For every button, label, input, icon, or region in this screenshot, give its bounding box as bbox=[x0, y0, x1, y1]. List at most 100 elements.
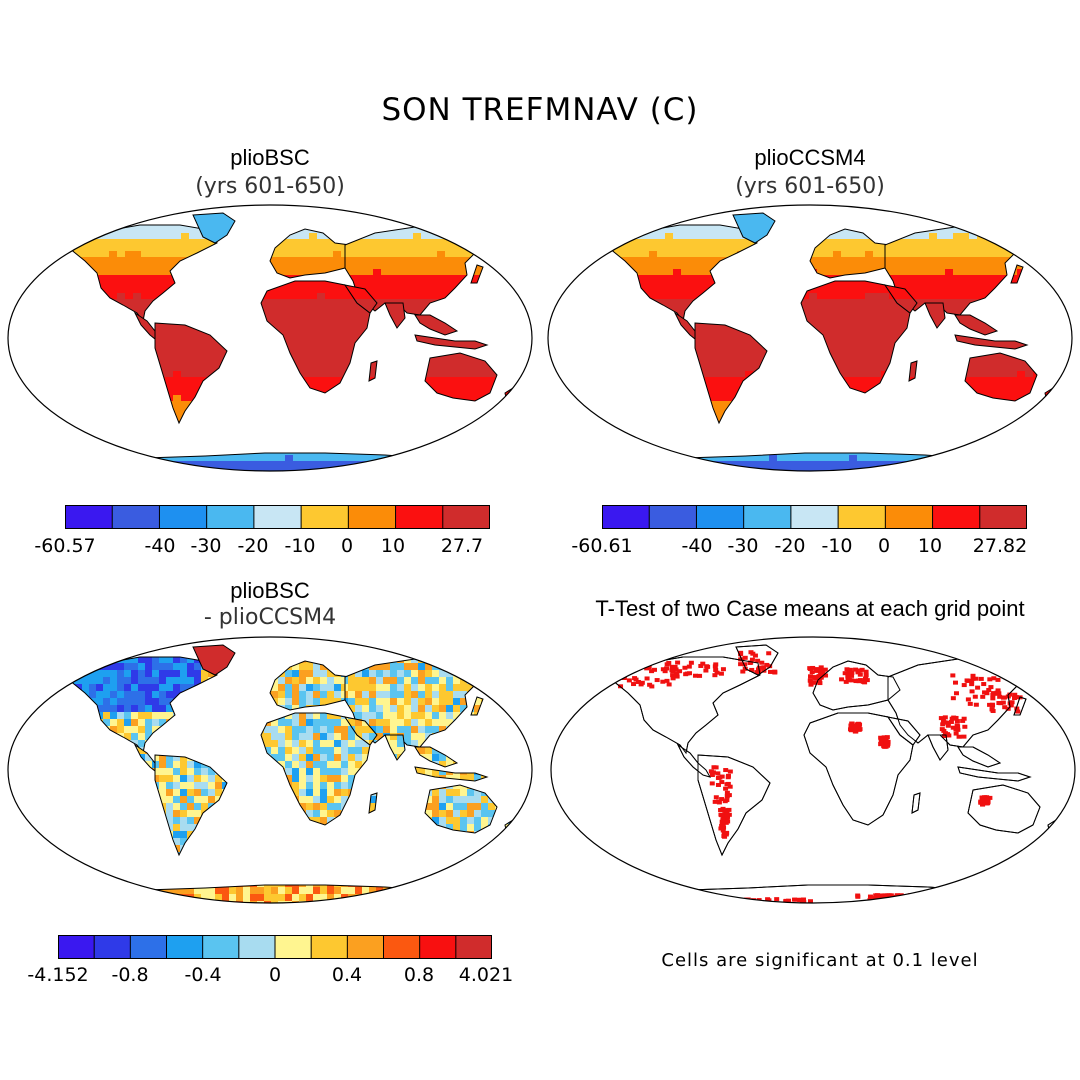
significant-cell bbox=[724, 798, 729, 802]
significant-cell bbox=[633, 666, 638, 670]
significant-cell bbox=[940, 722, 945, 726]
colorbar-pliobsc-label: -20 bbox=[237, 535, 268, 557]
significant-cell bbox=[969, 679, 974, 683]
panel-2-subtitle: (yrs 601-650) bbox=[540, 174, 1080, 199]
colorbar-swatch bbox=[58, 935, 95, 959]
colorbar-swatch bbox=[744, 505, 792, 529]
colorbar-difference-label: 0.8 bbox=[404, 964, 434, 986]
significant-cell bbox=[868, 895, 873, 899]
significant-cell bbox=[739, 901, 744, 905]
colorbar-swatch bbox=[167, 935, 204, 959]
significant-cell bbox=[998, 701, 1003, 705]
significant-cell bbox=[718, 813, 723, 817]
significant-cell bbox=[619, 668, 624, 672]
colorbar-pliocssm4 bbox=[602, 505, 1027, 529]
colorbar-swatch bbox=[443, 505, 490, 529]
colorbar-swatch bbox=[696, 505, 744, 529]
colorbar-swatch bbox=[65, 505, 113, 529]
significant-cell bbox=[743, 656, 748, 660]
significant-cell bbox=[725, 815, 730, 819]
significant-cell bbox=[819, 665, 824, 669]
significant-cell bbox=[647, 683, 652, 687]
significant-cell bbox=[738, 662, 743, 666]
significant-cell bbox=[970, 689, 975, 693]
significant-cell bbox=[986, 688, 991, 692]
significant-cell bbox=[645, 676, 650, 680]
panel-1-title: plioBSC bbox=[0, 145, 540, 171]
significant-cell bbox=[725, 811, 730, 815]
significant-cell bbox=[960, 719, 965, 723]
colorbar-swatch bbox=[396, 505, 444, 529]
significant-cell bbox=[939, 716, 944, 720]
significant-cell bbox=[810, 670, 815, 674]
significant-cell bbox=[990, 708, 995, 712]
significant-cell bbox=[980, 695, 985, 699]
significant-cell bbox=[655, 678, 660, 682]
significant-cell bbox=[761, 665, 766, 669]
colorbar-swatch bbox=[94, 935, 131, 959]
colorbar-pliocssm4-label: 10 bbox=[918, 535, 942, 557]
significant-cell bbox=[990, 703, 995, 707]
significant-cell bbox=[664, 679, 669, 683]
significant-cell bbox=[674, 667, 679, 671]
significant-cell bbox=[714, 765, 719, 769]
significant-cell bbox=[743, 901, 748, 905]
colorbar-swatch bbox=[311, 935, 348, 959]
significant-cell bbox=[718, 808, 723, 812]
significant-cell bbox=[745, 899, 750, 903]
significant-cell bbox=[950, 673, 955, 677]
significant-cell bbox=[854, 679, 859, 683]
significant-cell bbox=[962, 725, 967, 729]
significant-cell bbox=[907, 894, 912, 898]
significant-cell bbox=[723, 768, 728, 772]
significant-cell bbox=[962, 683, 967, 687]
significant-cell bbox=[891, 898, 896, 902]
significant-cell bbox=[722, 832, 727, 836]
colorbar-swatch bbox=[207, 505, 255, 529]
significant-cell bbox=[627, 678, 632, 682]
colorbar-pliocssm4-label: -10 bbox=[821, 535, 852, 557]
significant-cell bbox=[687, 665, 692, 669]
significant-cell bbox=[738, 899, 743, 903]
significant-cell bbox=[955, 723, 960, 727]
significant-cell bbox=[731, 898, 736, 902]
significant-cell bbox=[733, 901, 738, 905]
significant-cell bbox=[879, 893, 884, 897]
significant-cell bbox=[705, 665, 710, 669]
significant-cell bbox=[863, 677, 868, 681]
significant-cell bbox=[1012, 693, 1017, 697]
significant-cell bbox=[689, 661, 694, 665]
significant-cell bbox=[906, 897, 911, 901]
significant-cell bbox=[981, 682, 986, 686]
significant-cell bbox=[902, 896, 907, 900]
colorbar-swatch bbox=[112, 505, 160, 529]
significant-cell bbox=[856, 670, 861, 674]
panel-4-title: T-Test of two Case means at each grid po… bbox=[540, 596, 1080, 622]
significant-cell bbox=[719, 672, 724, 676]
colorbar-swatch bbox=[348, 505, 396, 529]
colorbar-swatch bbox=[791, 505, 839, 529]
significant-cell bbox=[973, 677, 978, 681]
colorbar-swatch bbox=[384, 935, 421, 959]
significant-cell bbox=[716, 800, 721, 804]
panel-3-subtitle: - plioCCSM4 bbox=[0, 605, 540, 630]
colorbar-pliobsc-label: -10 bbox=[284, 535, 315, 557]
colorbar-pliobsc-label: -30 bbox=[190, 535, 221, 557]
significant-cell bbox=[682, 666, 687, 670]
colorbar-pliocssm4-label: -30 bbox=[727, 535, 758, 557]
significant-cell bbox=[709, 769, 714, 773]
panel-2-title: plioCCSM4 bbox=[540, 145, 1080, 171]
significant-cell bbox=[666, 661, 671, 665]
significant-cell bbox=[945, 721, 950, 725]
colorbar-swatch bbox=[838, 505, 886, 529]
colorbar-pliobsc-label: 10 bbox=[381, 535, 405, 557]
significant-cell bbox=[715, 771, 720, 775]
significant-cell bbox=[882, 737, 887, 741]
colorbar-difference-label: -0.8 bbox=[111, 964, 148, 986]
significant-cell bbox=[849, 725, 854, 729]
significant-cell bbox=[808, 674, 813, 678]
significant-cell bbox=[966, 697, 971, 701]
colorbar-swatch bbox=[239, 935, 276, 959]
significant-cell bbox=[846, 678, 851, 682]
significant-cell bbox=[774, 897, 779, 901]
